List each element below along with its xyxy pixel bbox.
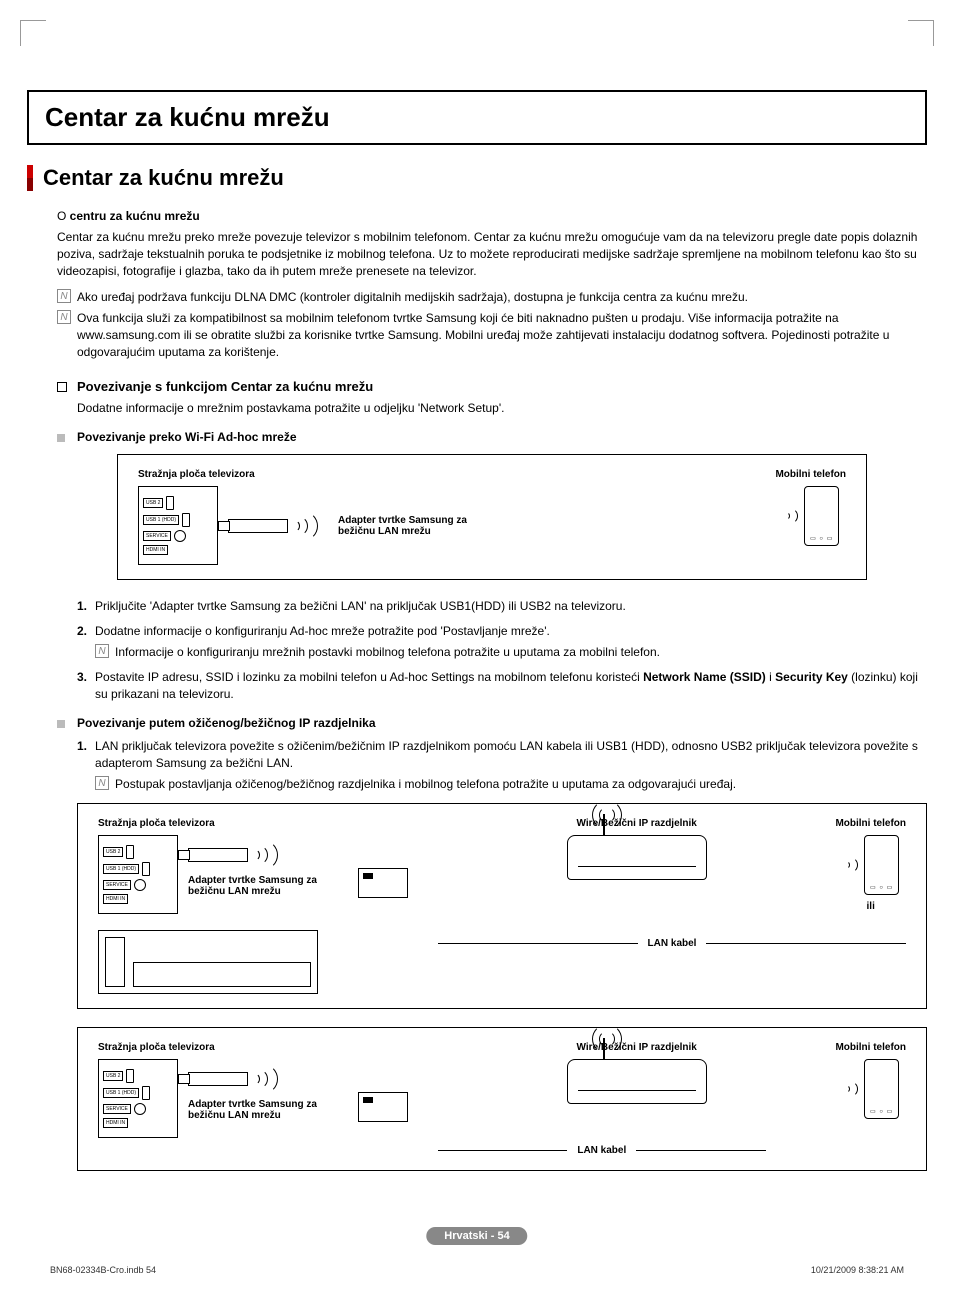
connect-text: Dodatne informacije o mrežnim postavkama… — [57, 400, 927, 417]
step-1: 1. LAN priključak televizora povežite s … — [77, 738, 927, 792]
about-text: Centar za kućnu mrežu preko mreže povezu… — [57, 229, 927, 279]
grey-bullet-icon — [57, 434, 65, 442]
section-title: Centar za kućnu mrežu — [43, 165, 284, 191]
phone-icon: ▭ ○ ▭ — [864, 1059, 899, 1119]
router-icon — [567, 835, 707, 880]
tv-back-label: Stražnja ploča televizora — [138, 469, 478, 480]
antenna-waves-icon — [592, 1024, 642, 1054]
diagram-router-1: Stražnja ploča televizora USB 2 USB 1 (H… — [77, 803, 927, 1009]
tv-bottom-panel — [98, 930, 318, 994]
wifi-small-icon — [782, 506, 802, 526]
footer-badge: Hrvatski - 54 — [426, 1227, 527, 1245]
note-icon: N — [95, 644, 109, 658]
phone-icon: ▭ ○ ▭ — [804, 486, 839, 546]
modem-icon — [358, 868, 408, 898]
content-body: O centru za kućnu mrežu Centar za kućnu … — [27, 209, 927, 1171]
note-1: N Ako uređaj podržava funkciju DLNA DMC … — [57, 289, 927, 306]
note-icon: N — [57, 310, 71, 324]
router-steps: 1. LAN priključak televizora povežite s … — [57, 738, 927, 792]
note-icon: N — [57, 289, 71, 303]
diagram-router-2: Stražnja ploča televizora USB 2 USB 1 (H… — [77, 1027, 927, 1171]
adhoc-steps: 1.Priključite 'Adapter tvrtke Samsung za… — [57, 598, 927, 702]
step-1: 1.Priključite 'Adapter tvrtke Samsung za… — [77, 598, 927, 615]
router-column: Wire/Bežični IP razdjelnik — [567, 1042, 707, 1104]
antenna-waves-icon — [592, 800, 642, 830]
grey-bullet-icon — [57, 720, 65, 728]
modem-icon — [358, 1092, 408, 1122]
main-title-box: Centar za kućnu mrežu — [27, 90, 927, 145]
phone-icon: ▭ ○ ▭ — [864, 835, 899, 895]
step-2: 2. Dodatne informacije o konfiguriranju … — [77, 623, 927, 661]
router-heading: Povezivanje putem ožičenog/bežičnog IP r… — [57, 716, 927, 730]
footer-right: 10/21/2009 8:38:21 AM — [811, 1265, 904, 1275]
tv-panel: USB 2 USB 1 (HDD) SERVICE HDMI IN — [138, 486, 218, 565]
wifi-waves-icon — [248, 1059, 288, 1099]
wifi-small-icon — [842, 1079, 862, 1099]
page-content: Centar za kućnu mrežu Centar za kućnu mr… — [27, 0, 927, 1171]
note-2: N Ova funkcija služi za kompatibilnost s… — [57, 310, 927, 360]
diagram-adhoc: Stražnja ploča televizora USB 2 USB 1 (H… — [117, 454, 867, 580]
wifi-waves-icon — [288, 506, 328, 546]
router-column: Wire/Bežični IP razdjelnik — [567, 818, 707, 880]
main-title: Centar za kućnu mrežu — [45, 102, 909, 133]
step-3: 3. Postavite IP adresu, SSID i lozinku z… — [77, 669, 927, 703]
note-icon: N — [95, 776, 109, 790]
tv-panel: USB 2 USB 1 (HDD) SERVICE HDMI IN — [98, 835, 178, 914]
router-icon — [567, 1059, 707, 1104]
phone-column: Mobilni telefon ▭ ○ ▭ ili — [835, 818, 906, 912]
wifi-waves-icon — [248, 835, 288, 875]
footer-left: BN68-02334B-Cro.indb 54 — [50, 1265, 156, 1275]
phone-column: Mobilni telefon ▭ ○ ▭ — [775, 469, 846, 546]
modem-column — [358, 1092, 408, 1122]
modem-column — [358, 868, 408, 898]
section-heading: Centar za kućnu mrežu — [27, 165, 927, 191]
wifi-small-icon — [842, 855, 862, 875]
phone-column: Mobilni telefon ▭ ○ ▭ — [835, 1042, 906, 1119]
adhoc-heading: Povezivanje preko Wi-Fi Ad-hoc mreže — [57, 430, 927, 444]
adapter-label: Adapter tvrtke Samsung za bežičnu LAN mr… — [338, 515, 478, 537]
about-heading: O centru za kućnu mrežu — [57, 209, 927, 223]
connect-heading: Povezivanje s funkcijom Centar za kućnu … — [57, 379, 927, 394]
square-bullet-icon — [57, 382, 67, 392]
usb-adapter-icon — [228, 519, 288, 533]
usb-adapter-icon — [188, 848, 248, 862]
accent-bar — [27, 165, 33, 191]
usb-adapter-icon — [188, 1072, 248, 1086]
tv-panel: USB 2 USB 1 (HDD) SERVICE HDMI IN — [98, 1059, 178, 1138]
